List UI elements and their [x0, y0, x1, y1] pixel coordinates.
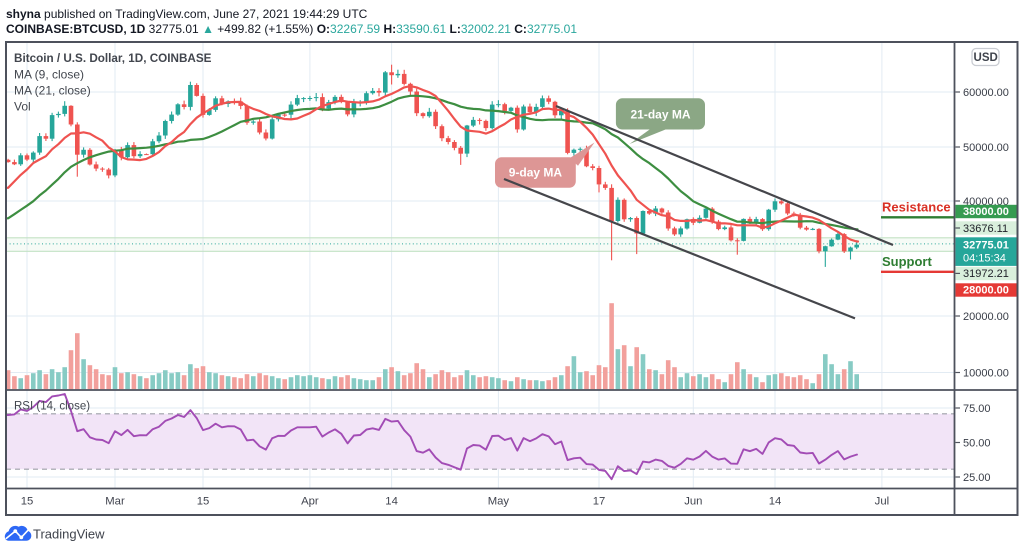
svg-text:50000.00: 50000.00 [963, 142, 1009, 154]
svg-text:21-day MA: 21-day MA [630, 108, 690, 122]
svg-text:28000.00: 28000.00 [963, 285, 1009, 297]
svg-text:May: May [488, 496, 510, 508]
svg-text:Support: Support [882, 254, 932, 269]
svg-text:Bitcoin / U.S. Dollar, 1D, COI: Bitcoin / U.S. Dollar, 1D, COINBASE [14, 52, 212, 65]
svg-text:15: 15 [197, 496, 210, 508]
svg-text:33676.11: 33676.11 [963, 223, 1008, 235]
svg-text:Jun: Jun [684, 496, 702, 508]
svg-text:Jul: Jul [875, 496, 889, 508]
svg-text:TradingView: TradingView [33, 527, 105, 542]
svg-text:25.00: 25.00 [963, 472, 991, 484]
svg-text:Apr: Apr [301, 496, 319, 508]
svg-text:14: 14 [769, 496, 782, 508]
svg-text:32775.01: 32775.01 [963, 239, 1009, 251]
svg-text:31972.21: 31972.21 [963, 268, 1009, 280]
svg-text:USD: USD [974, 52, 998, 64]
svg-text:75.00: 75.00 [963, 403, 991, 415]
svg-text:04:15:34: 04:15:34 [963, 252, 1006, 264]
svg-text:14: 14 [385, 496, 398, 508]
svg-text:9-day MA: 9-day MA [509, 166, 563, 180]
svg-text:10000.00: 10000.00 [963, 367, 1009, 379]
svg-text:MA (9, close): MA (9, close) [14, 68, 84, 82]
svg-text:Resistance: Resistance [882, 200, 951, 215]
svg-text:MA (21, close): MA (21, close) [14, 84, 91, 98]
svg-text:50.00: 50.00 [963, 437, 991, 449]
svg-text:38000.00: 38000.00 [963, 206, 1009, 218]
svg-text:RSI (14, close): RSI (14, close) [14, 401, 90, 413]
svg-text:Vol: Vol [14, 100, 31, 114]
svg-text:Mar: Mar [105, 496, 125, 508]
svg-text:17: 17 [593, 496, 606, 508]
svg-text:15: 15 [21, 496, 34, 508]
svg-text:60000.00: 60000.00 [963, 87, 1009, 99]
svg-text:20000.00: 20000.00 [963, 311, 1009, 323]
